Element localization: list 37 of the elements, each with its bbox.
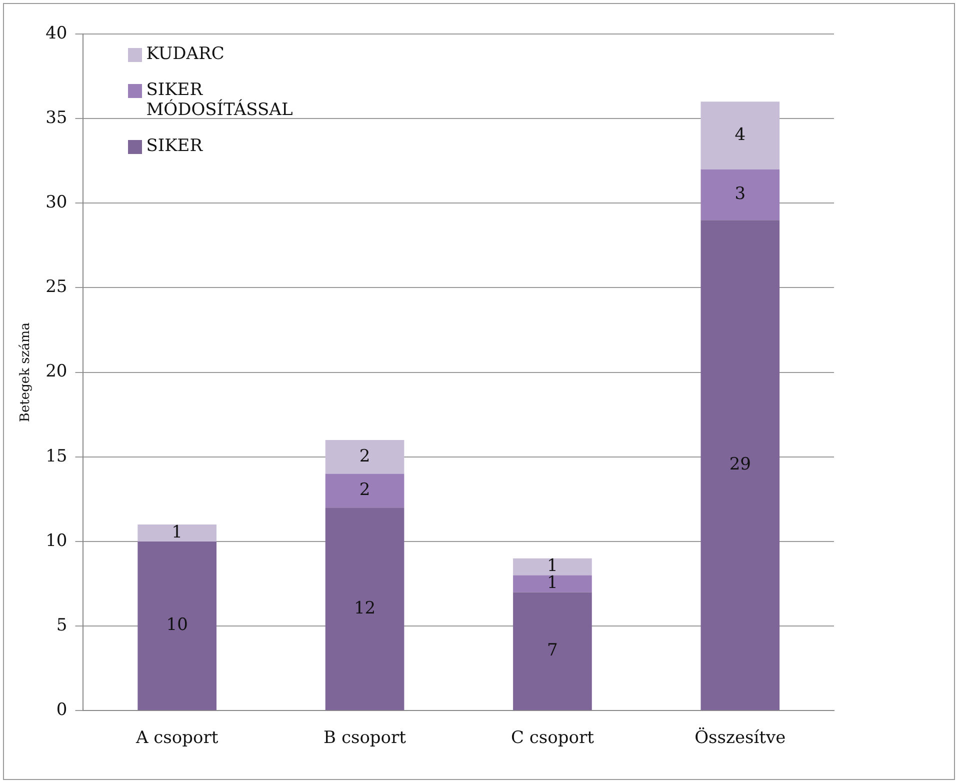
data-label: 4: [734, 124, 746, 145]
bar: [138, 541, 216, 710]
bar: [513, 575, 592, 592]
bar: [138, 524, 216, 542]
bar: [325, 508, 404, 710]
y-tick-label: 0: [56, 700, 68, 720]
bar: [700, 220, 780, 710]
data-label: 1: [172, 522, 182, 542]
legend-label: SIKER MÓDOSÍTÁSSAL: [146, 80, 294, 120]
data-label: 2: [359, 480, 370, 500]
x-tick-label: B csoport: [324, 728, 406, 748]
data-label: 7: [547, 640, 558, 661]
y-tick-label: 35: [46, 108, 68, 128]
bar: [700, 169, 780, 220]
bar: [325, 474, 404, 508]
y-tick-label: 25: [46, 277, 68, 298]
y-tick-label: 15: [46, 446, 68, 466]
data-label: 12: [354, 598, 376, 618]
y-axis-title: Betegek száma: [18, 322, 34, 422]
bar: [325, 440, 404, 474]
y-tick-label: 5: [56, 615, 68, 636]
y-tick-label: 10: [46, 530, 68, 551]
x-tick-label: A csoport: [134, 728, 218, 748]
bar: [513, 592, 592, 710]
bar: [700, 102, 780, 170]
data-label: 10: [166, 615, 188, 636]
data-label: 2: [359, 446, 370, 466]
y-tick-label: 30: [46, 192, 68, 213]
data-label: 3: [734, 184, 746, 204]
legend-label: KUDARC: [146, 44, 226, 64]
x-tick-label: C csoport: [510, 728, 594, 748]
data-label: 29: [729, 454, 751, 475]
y-tick-label: 20: [46, 362, 68, 382]
bar: [513, 558, 592, 576]
legend-label: SIKER: [146, 136, 204, 156]
y-tick-label: 40: [46, 23, 68, 44]
x-tick-label: Összesítve: [694, 727, 786, 748]
